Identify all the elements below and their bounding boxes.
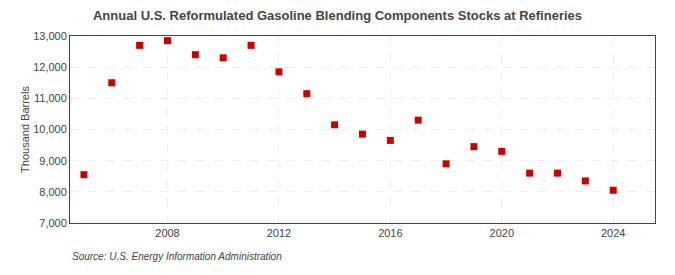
svg-text:10,000: 10,000 — [33, 123, 67, 135]
svg-text:11,000: 11,000 — [34, 92, 67, 104]
svg-text:2020: 2020 — [490, 227, 514, 239]
svg-text:7,000: 7,000 — [39, 217, 67, 229]
svg-text:8,000: 8,000 — [39, 186, 67, 198]
svg-text:9,000: 9,000 — [39, 155, 67, 167]
svg-text:2024: 2024 — [601, 227, 625, 239]
svg-text:2012: 2012 — [267, 227, 291, 239]
svg-text:Source: U.S. Energy Informatio: Source: U.S. Energy Information Administ… — [72, 251, 282, 262]
svg-text:Annual U.S. Reformulated Gasol: Annual U.S. Reformulated Gasoline Blendi… — [93, 8, 582, 23]
svg-text:12,000: 12,000 — [33, 61, 67, 73]
svg-text:13,000: 13,000 — [33, 30, 67, 42]
svg-text:2016: 2016 — [378, 227, 402, 239]
svg-text:2008: 2008 — [155, 227, 179, 239]
svg-text:Thousand Barrels: Thousand Barrels — [19, 86, 31, 173]
